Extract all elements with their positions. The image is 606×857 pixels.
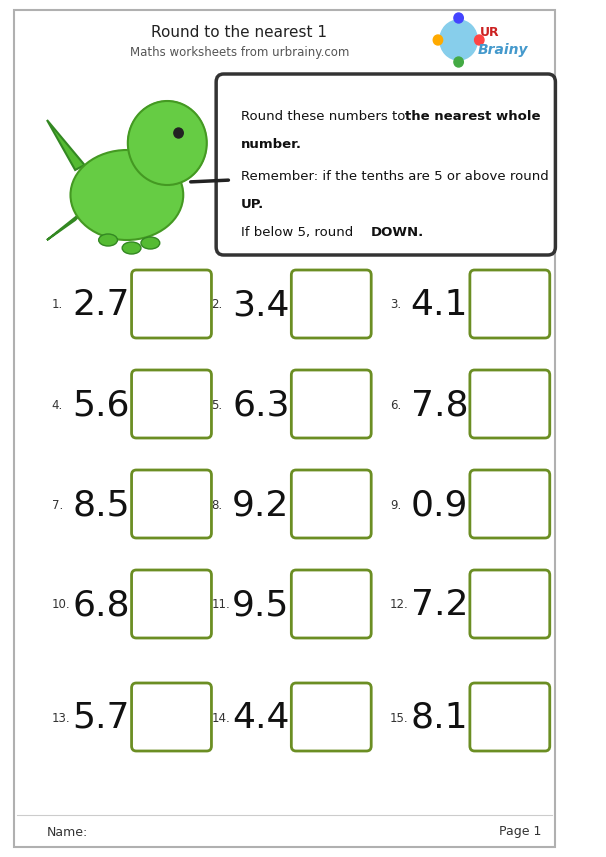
Text: DOWN.: DOWN. [370, 226, 424, 239]
Text: Name:: Name: [47, 825, 88, 838]
Text: 5.: 5. [211, 399, 222, 411]
Text: 10.: 10. [52, 598, 70, 612]
Circle shape [454, 57, 464, 67]
Text: UR: UR [480, 26, 500, 39]
Text: 7.: 7. [52, 499, 63, 512]
FancyBboxPatch shape [132, 570, 211, 638]
FancyBboxPatch shape [132, 470, 211, 538]
Polygon shape [47, 120, 85, 170]
Ellipse shape [122, 242, 141, 254]
Ellipse shape [141, 237, 160, 249]
Text: 6.8: 6.8 [72, 588, 130, 622]
FancyBboxPatch shape [470, 683, 550, 751]
Text: 2.: 2. [211, 298, 222, 311]
Text: 9.: 9. [390, 499, 401, 512]
Circle shape [433, 35, 442, 45]
FancyBboxPatch shape [470, 470, 550, 538]
Text: Maths worksheets from urbrainy.com: Maths worksheets from urbrainy.com [130, 45, 349, 58]
Circle shape [128, 101, 207, 185]
Text: 9.2: 9.2 [232, 488, 290, 522]
FancyBboxPatch shape [14, 10, 556, 847]
Polygon shape [47, 210, 85, 240]
FancyBboxPatch shape [291, 470, 371, 538]
FancyBboxPatch shape [216, 74, 556, 255]
Text: 4.: 4. [52, 399, 63, 411]
Circle shape [440, 20, 478, 60]
FancyBboxPatch shape [470, 270, 550, 338]
Text: 4.4: 4.4 [232, 701, 290, 735]
Text: 3.4: 3.4 [232, 288, 290, 322]
Text: Brainy: Brainy [478, 43, 528, 57]
Ellipse shape [99, 234, 118, 246]
FancyBboxPatch shape [291, 570, 371, 638]
Text: 8.5: 8.5 [72, 488, 130, 522]
Text: 5.6: 5.6 [72, 388, 130, 422]
Text: 1.: 1. [52, 298, 63, 311]
Text: 5.7: 5.7 [72, 701, 130, 735]
Text: If below 5, round: If below 5, round [241, 226, 357, 239]
Text: 15.: 15. [390, 711, 408, 724]
Text: 9.5: 9.5 [232, 588, 290, 622]
Circle shape [454, 13, 464, 23]
Text: UP.: UP. [241, 198, 264, 211]
Text: Remember: if the tenths are 5 or above round: Remember: if the tenths are 5 or above r… [241, 170, 548, 183]
Text: Round these numbers to: Round these numbers to [241, 110, 409, 123]
Text: number.: number. [241, 138, 302, 151]
Text: the nearest whole: the nearest whole [405, 110, 541, 123]
Text: 7.8: 7.8 [411, 388, 468, 422]
Circle shape [174, 128, 183, 138]
Text: Page 1: Page 1 [499, 825, 541, 838]
Text: Round to the nearest 1: Round to the nearest 1 [151, 25, 327, 39]
FancyBboxPatch shape [291, 370, 371, 438]
FancyBboxPatch shape [291, 683, 371, 751]
Circle shape [474, 35, 484, 45]
Text: 11.: 11. [211, 598, 230, 612]
FancyBboxPatch shape [132, 270, 211, 338]
Text: 3.: 3. [390, 298, 401, 311]
Text: 2.7: 2.7 [72, 288, 130, 322]
Text: 12.: 12. [390, 598, 409, 612]
Text: 4.1: 4.1 [411, 288, 468, 322]
Text: 8.: 8. [211, 499, 222, 512]
FancyBboxPatch shape [132, 683, 211, 751]
FancyBboxPatch shape [132, 370, 211, 438]
Text: 8.1: 8.1 [411, 701, 468, 735]
Text: 14.: 14. [211, 711, 230, 724]
Ellipse shape [70, 150, 183, 240]
Text: 13.: 13. [52, 711, 70, 724]
Text: 0.9: 0.9 [411, 488, 468, 522]
Text: 6.: 6. [390, 399, 401, 411]
FancyBboxPatch shape [291, 270, 371, 338]
Text: 7.2: 7.2 [411, 588, 468, 622]
Text: 6.3: 6.3 [232, 388, 290, 422]
FancyBboxPatch shape [470, 370, 550, 438]
FancyBboxPatch shape [470, 570, 550, 638]
